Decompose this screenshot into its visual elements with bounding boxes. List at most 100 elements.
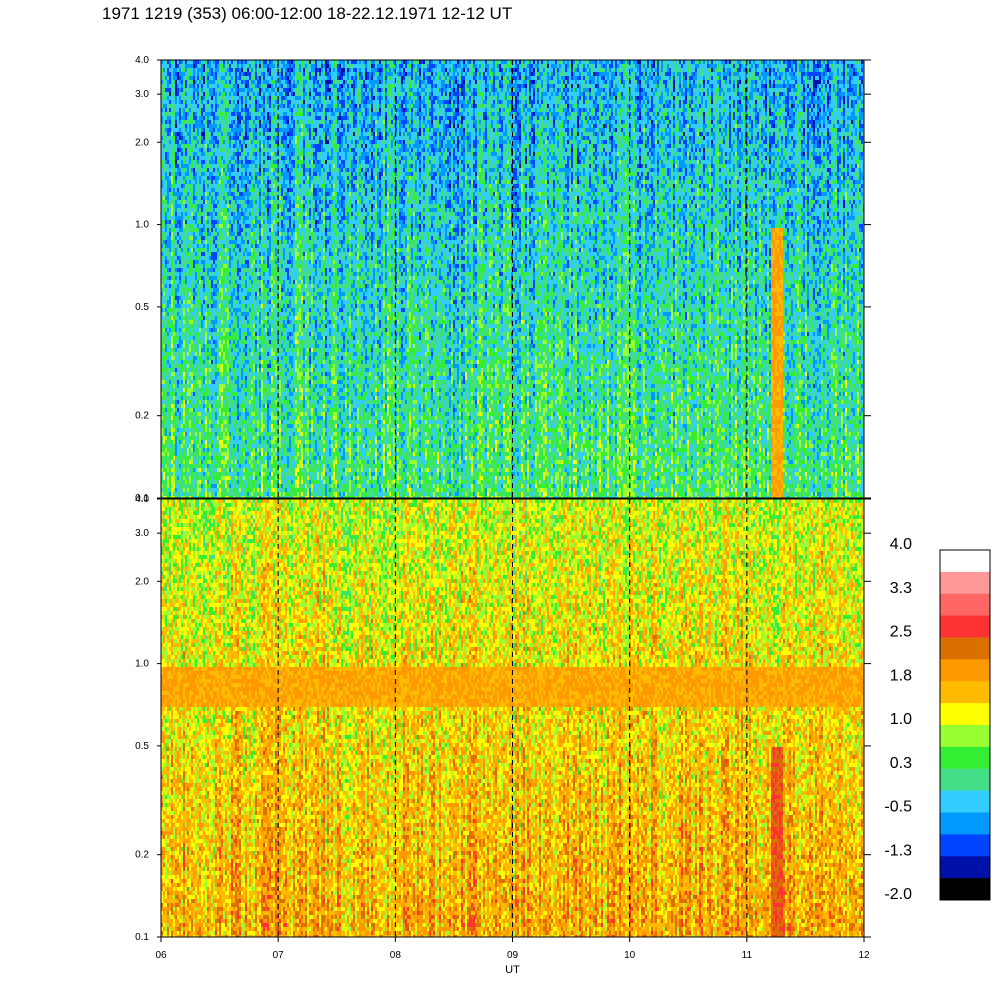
heatmap-cell [245, 256, 247, 260]
heatmap-cell [229, 292, 231, 296]
heatmap-cell [207, 464, 209, 468]
heatmap-cell [223, 316, 225, 320]
heatmap-cell [167, 168, 169, 172]
heatmap-cell [213, 228, 215, 232]
heatmap-cell [199, 108, 201, 112]
heatmap-cell [163, 176, 165, 180]
heatmap-cell [163, 384, 165, 388]
heatmap-cell [235, 160, 237, 164]
heatmap-cell [243, 152, 245, 156]
heatmap-cell [229, 192, 231, 196]
heatmap-cell [233, 360, 235, 364]
heatmap-cell [179, 168, 181, 172]
heatmap-cell [227, 432, 229, 436]
heatmap-cell [197, 104, 199, 108]
heatmap-cell [213, 436, 215, 440]
heatmap-cell [171, 404, 173, 408]
heatmap-cell [169, 272, 171, 276]
heatmap-cell [193, 268, 195, 272]
heatmap-cell [205, 384, 207, 388]
heatmap-cell [189, 72, 191, 76]
heatmap-cell [183, 376, 185, 380]
heatmap-cell [215, 268, 217, 272]
heatmap-cell [235, 112, 237, 116]
heatmap-cell [181, 304, 183, 308]
heatmap-cell [215, 292, 217, 296]
heatmap-cell [169, 60, 171, 64]
heatmap-cell [163, 140, 165, 144]
heatmap-cell [197, 88, 199, 92]
heatmap-cell [175, 272, 177, 276]
heatmap-cell [183, 380, 185, 384]
heatmap-cell [199, 488, 201, 492]
heatmap-cell [211, 64, 213, 68]
heatmap-cell [179, 176, 181, 180]
heatmap-cell [241, 340, 243, 344]
heatmap-cell [209, 208, 211, 212]
heatmap-cell [221, 96, 223, 100]
heatmap-cell [235, 480, 237, 484]
heatmap-cell [207, 368, 209, 372]
heatmap-cell [241, 80, 243, 84]
heatmap-cell [197, 328, 199, 332]
heatmap-cell [217, 428, 219, 432]
heatmap-cell [241, 364, 243, 368]
heatmap-cell [169, 72, 171, 76]
heatmap-cell [241, 160, 243, 164]
heatmap-cell [187, 284, 189, 288]
heatmap-cell [249, 180, 251, 184]
heatmap-cell [167, 108, 169, 112]
heatmap-cell [237, 292, 239, 296]
heatmap-cell [185, 236, 187, 240]
heatmap-cell [239, 452, 241, 456]
heatmap-cell [241, 156, 243, 160]
heatmap-cell [219, 460, 221, 464]
heatmap-cell [199, 164, 201, 168]
heatmap-cell [231, 104, 233, 108]
heatmap-cell [233, 88, 235, 92]
heatmap-cell [237, 144, 239, 148]
heatmap-cell [247, 340, 249, 344]
heatmap-cell [207, 328, 209, 332]
heatmap-cell [193, 216, 195, 220]
heatmap-cell [219, 132, 221, 136]
heatmap-cell [165, 344, 167, 348]
heatmap-cell [211, 388, 213, 392]
heatmap-cell [231, 112, 233, 116]
heatmap-cell [233, 212, 235, 216]
heatmap-cell [171, 168, 173, 172]
heatmap-cell [169, 416, 171, 420]
heatmap-cell [183, 428, 185, 432]
heatmap-cell [225, 372, 227, 376]
heatmap-cell [169, 112, 171, 116]
heatmap-cell [219, 472, 221, 476]
heatmap-cell [209, 172, 211, 176]
heatmap-cell [221, 336, 223, 340]
heatmap-cell [247, 152, 249, 156]
heatmap-cell [199, 460, 201, 464]
heatmap-cell [243, 360, 245, 364]
heatmap-cell [165, 180, 167, 184]
heatmap-cell [163, 360, 165, 364]
heatmap-cell [167, 112, 169, 116]
heatmap-cell [169, 280, 171, 284]
heatmap-cell [189, 88, 191, 92]
heatmap-cell [169, 148, 171, 152]
heatmap-cell [235, 208, 237, 212]
heatmap-cell [213, 92, 215, 96]
heatmap-cell [233, 64, 235, 68]
heatmap-cell [193, 172, 195, 176]
heatmap-cell [183, 264, 185, 268]
heatmap-cell [183, 224, 185, 228]
heatmap-cell [221, 64, 223, 68]
heatmap-cell [171, 204, 173, 208]
heatmap-cell [215, 156, 217, 160]
heatmap-cell [189, 464, 191, 468]
heatmap-cell [177, 252, 179, 256]
heatmap-cell [207, 224, 209, 228]
heatmap-cell [175, 332, 177, 336]
heatmap-cell [177, 64, 179, 68]
heatmap-cell [175, 232, 177, 236]
heatmap-cell [169, 84, 171, 88]
heatmap-cell [187, 272, 189, 276]
